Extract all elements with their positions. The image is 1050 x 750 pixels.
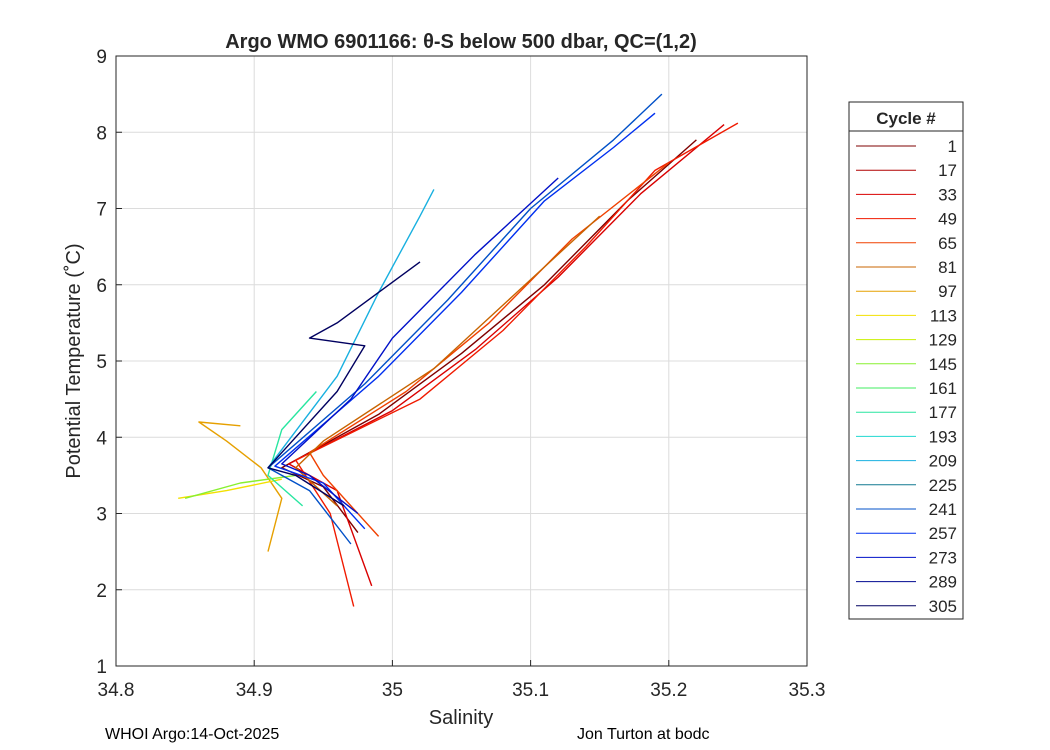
x-tick-label: 34.9: [236, 680, 273, 701]
y-tick-label: 3: [96, 505, 107, 526]
y-tick-label: 6: [96, 276, 107, 297]
legend-label: 65: [938, 234, 957, 253]
legend-label: 1: [948, 137, 957, 156]
footer-left: WHOI Argo:14-Oct-2025: [105, 726, 280, 743]
legend-label: 273: [929, 548, 957, 567]
x-axis-label: Salinity: [429, 707, 493, 729]
series-line-cycle-145: [184, 474, 296, 499]
series-line-cycle-17: [288, 124, 725, 587]
legend-label: 305: [929, 597, 957, 616]
x-tick-label: 34.8: [98, 680, 135, 701]
legend-label: 257: [929, 524, 957, 543]
legend-label: 129: [929, 331, 957, 350]
series-line-cycle-1: [281, 139, 697, 534]
series-line-cycle-177: [267, 391, 317, 507]
series-line-cycle-305: [267, 261, 421, 507]
legend-items: 1 17 33 49 65 81 97 113 129 145 161 177 193 209 225 241…: [856, 137, 957, 616]
y-axis-ticks: 1 2 3 4 5 6 7 8 9: [96, 47, 122, 678]
series-line-cycle-65: [295, 215, 601, 507]
series-line-cycle-273: [281, 177, 559, 515]
legend: Cycle # 1 17 33 49 65 81 97 113 129 145 161 177 193 2…: [848, 101, 964, 620]
legend-label: 81: [938, 258, 957, 277]
x-tick-label: 35.2: [650, 680, 687, 701]
y-tick-label: 9: [96, 47, 107, 68]
legend-label: 161: [929, 379, 957, 398]
y-tick-label: 2: [96, 581, 107, 602]
series-line-cycle-241: [267, 93, 663, 545]
y-tick-label: 1: [96, 657, 107, 678]
legend-label: 17: [938, 161, 957, 180]
legend-label: 97: [938, 282, 957, 301]
x-tick-label: 35.3: [789, 680, 826, 701]
series-line-cycle-49: [308, 162, 670, 537]
series-line-cycle-97: [198, 421, 283, 552]
x-tick-label: 35.1: [512, 680, 549, 701]
legend-label: 177: [929, 403, 957, 422]
legend-label: 209: [929, 452, 957, 471]
data-series: [178, 93, 739, 607]
legend-label: 113: [930, 306, 957, 325]
x-tick-label: 35: [382, 680, 403, 701]
footer-right: Jon Turton at bodc: [577, 726, 710, 743]
legend-label: 49: [938, 210, 957, 229]
legend-label: 145: [929, 355, 957, 374]
legend-title: Cycle #: [876, 109, 936, 128]
legend-label: 225: [929, 476, 957, 495]
legend-label: 289: [929, 573, 957, 592]
y-tick-label: 5: [96, 352, 107, 373]
y-tick-label: 7: [96, 200, 107, 221]
x-axis-ticks: 34.8 34.9 35 35.1 35.2 35.3: [98, 660, 826, 701]
y-tick-label: 8: [96, 123, 107, 144]
legend-label: 193: [929, 427, 957, 446]
y-axis-label: Potential Temperature (˚C): [63, 243, 85, 478]
legend-label: 241: [929, 500, 957, 519]
y-tick-label: 4: [96, 428, 107, 449]
chart-title: Argo WMO 6901166: θ-S below 500 dbar, QC…: [225, 31, 697, 53]
legend-label: 33: [938, 185, 957, 204]
